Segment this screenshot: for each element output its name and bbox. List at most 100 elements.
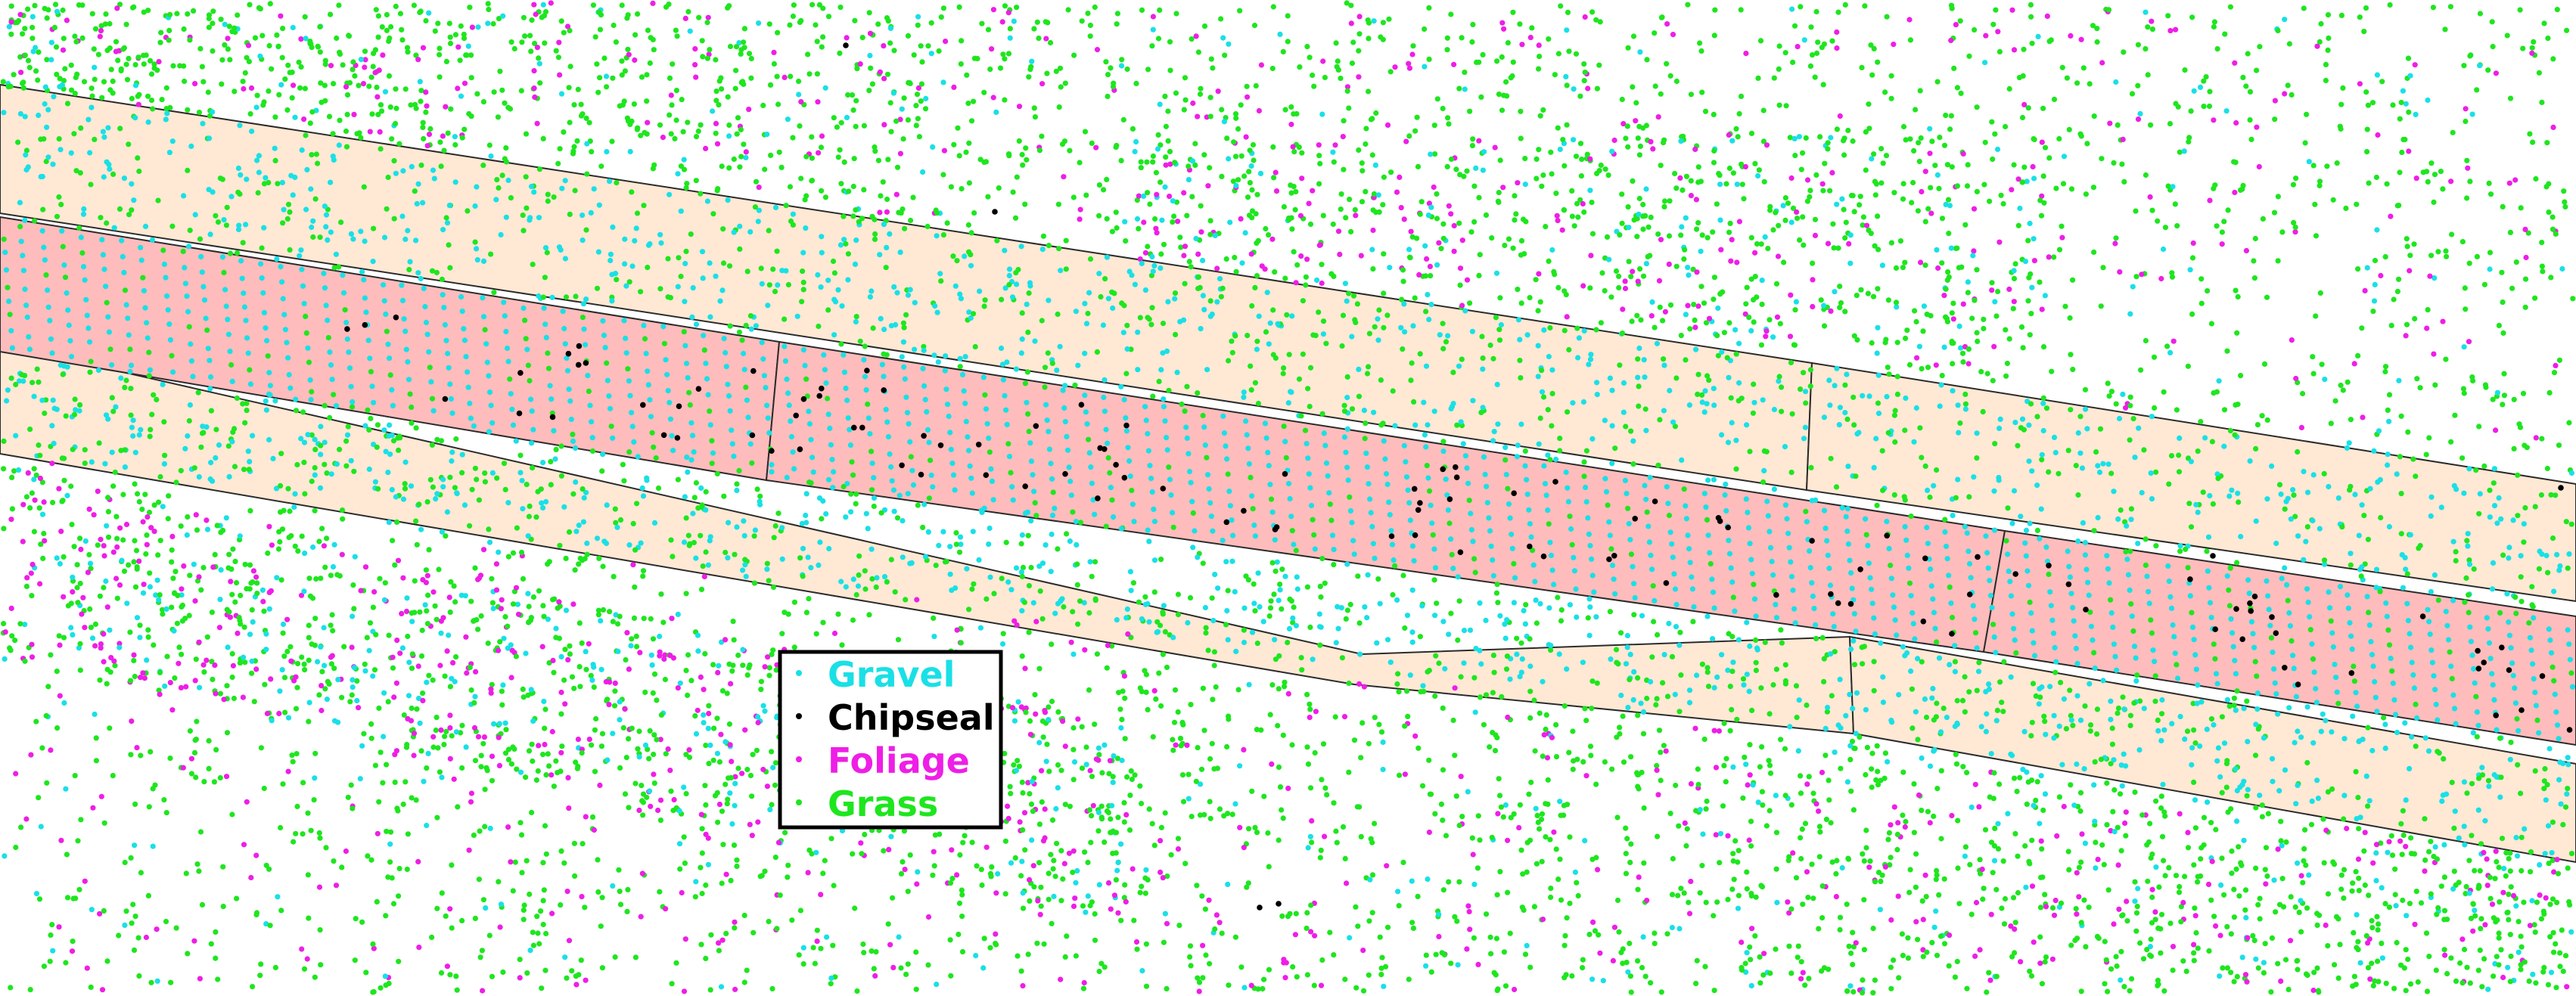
grass-point [2143, 46, 2149, 52]
grass-point [853, 591, 859, 598]
grass-point [1353, 985, 1359, 991]
grass-point [1510, 245, 1516, 251]
grass-point [2162, 225, 2168, 231]
grass-point [1531, 697, 1537, 703]
grass-point [1540, 753, 1546, 759]
grass-point [336, 2, 342, 8]
grass-point [60, 498, 66, 504]
grass-point [1905, 955, 1911, 961]
grass-point [1434, 216, 1440, 222]
gravel-point [2306, 872, 2312, 878]
grass-point [2257, 895, 2263, 901]
grass-point [2369, 960, 2375, 967]
grass-point [1489, 235, 1495, 241]
foliage-point [1285, 785, 1291, 791]
grass-point [1965, 290, 1971, 296]
grass-point [2356, 875, 2362, 881]
gravel-point [257, 53, 263, 59]
grass-point [1012, 215, 1019, 221]
grass-point [1290, 963, 1296, 970]
grass-point [1854, 293, 1860, 299]
grass-point [2121, 178, 2127, 185]
grass-point [853, 207, 859, 213]
grass-point [2343, 205, 2349, 212]
gravel-point [558, 91, 565, 97]
gravel-point [422, 602, 428, 608]
gravel-point [1422, 64, 1428, 70]
grass-point [925, 962, 931, 968]
grass-point [1261, 976, 1267, 982]
grass-point [315, 44, 322, 50]
gravel-point [867, 52, 873, 59]
grass-point [433, 616, 440, 622]
foliage-point [2008, 923, 2014, 929]
grass-point [2444, 970, 2450, 977]
grass-point [987, 945, 993, 951]
foliage-point [2009, 7, 2015, 13]
grass-point [1331, 800, 1337, 806]
grass-point [2341, 895, 2347, 901]
grass-point [700, 54, 706, 60]
foliage-point [2149, 18, 2155, 24]
grass-point [1617, 731, 1623, 737]
grass-point [582, 556, 588, 562]
gravel-point [2282, 17, 2288, 23]
grass-point [1652, 30, 1658, 36]
grass-point [1222, 52, 1228, 58]
gravel-point [604, 149, 610, 155]
grass-point [1658, 14, 1664, 20]
grass-point [1448, 11, 1454, 17]
foliage-point [1217, 920, 1223, 926]
foliage-point [1913, 919, 1919, 925]
grass-point [2293, 175, 2299, 182]
grass-point [436, 566, 442, 572]
grass-point [2148, 122, 2154, 128]
grass-point [1725, 896, 1731, 902]
grass-point [1596, 62, 1602, 68]
grass-point [490, 20, 496, 27]
grass-point [1040, 734, 1046, 740]
grass-point [1620, 946, 1626, 952]
grass-point [1558, 3, 1564, 9]
grass-point [2363, 932, 2369, 939]
grass-point [1982, 827, 1989, 833]
grass-point [220, 864, 226, 870]
foliage-point [1016, 104, 1023, 110]
foliage-point [1745, 782, 1751, 788]
foliage-point [1976, 804, 1982, 810]
grass-point [768, 152, 774, 158]
grass-point [2477, 947, 2483, 954]
foliage-point [993, 931, 999, 937]
grass-point [2433, 967, 2439, 973]
grass-point [2275, 960, 2281, 967]
grass-point [1207, 756, 1213, 762]
grass-point [1934, 867, 1940, 873]
gravel-point [424, 679, 430, 685]
foliage-point [192, 598, 198, 604]
foliage-point [897, 116, 903, 123]
grass-point [1900, 769, 1906, 775]
grass-point [2164, 343, 2170, 349]
grass-point [633, 633, 639, 640]
grass-point [2483, 384, 2489, 390]
grass-point [2374, 914, 2380, 920]
grass-point [2400, 832, 2407, 839]
grass-point [1533, 277, 1539, 283]
grass-point [1282, 107, 1288, 113]
foliage-point [2287, 938, 2294, 944]
grass-point [1294, 974, 1300, 980]
foliage-point [117, 582, 123, 588]
grass-point [1038, 884, 1044, 890]
gravel-point [888, 833, 894, 839]
grass-point [2369, 100, 2376, 106]
grass-point [1810, 790, 1816, 796]
grass-point [375, 13, 381, 19]
grass-point [1744, 886, 1750, 892]
grass-point [502, 156, 508, 162]
foliage-point [1519, 42, 1525, 48]
grass-point [375, 34, 381, 40]
foliage-point [1920, 917, 1926, 923]
grass-point [2562, 203, 2568, 210]
grass-point [2412, 315, 2418, 322]
grass-point [699, 850, 705, 856]
